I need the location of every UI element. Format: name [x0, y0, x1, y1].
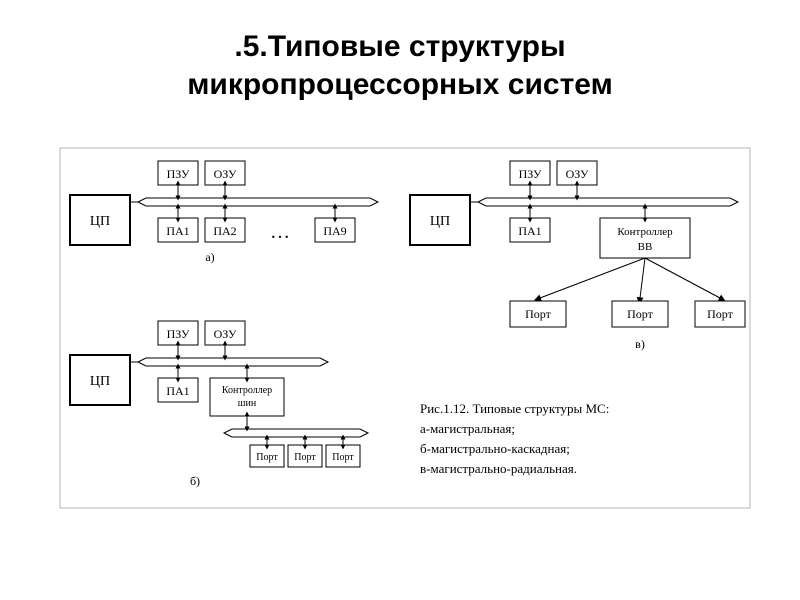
a-pa1: ПА1: [166, 224, 189, 238]
a-ozu: ОЗУ: [214, 167, 237, 181]
a-dots: …: [270, 221, 290, 243]
diagram-b: ЦП ПЗУ ОЗУ ПА1 Контроллер шин Пор: [70, 321, 368, 488]
v-pzu: ПЗУ: [519, 167, 542, 181]
b-ozu: ОЗУ: [214, 327, 237, 341]
b-cpu: ЦП: [90, 374, 110, 389]
title-line1: .5.Типовые структуры: [234, 30, 565, 63]
a-label: а): [205, 250, 214, 264]
v-cpu: ЦП: [430, 214, 450, 229]
diagram-v: ЦП ПЗУ ОЗУ ПА1 Контроллер ВВ Порт Порт: [410, 161, 745, 351]
b-port2: Порт: [294, 452, 316, 463]
diagrams-svg: ЦП ПЗУ ОЗУ ПА1 ПА2 … ПА9 а) ЦП: [0, 103, 800, 583]
figure-caption: Рис.1.12. Типовые структуры МС: а-магист…: [420, 401, 609, 476]
title-line2: микропроцессорных систем: [187, 68, 613, 101]
cap-l4: в-магистрально-радиальная.: [420, 461, 577, 476]
cap-l1: Рис.1.12. Типовые структуры МС:: [420, 401, 609, 416]
page-title: .5.Типовые структуры микропроцессорных с…: [0, 0, 800, 103]
a-pzu: ПЗУ: [167, 167, 190, 181]
b-pa1: ПА1: [166, 384, 189, 398]
v-port2: Порт: [627, 307, 654, 321]
v-ozu: ОЗУ: [566, 167, 589, 181]
v-pa1: ПА1: [518, 224, 541, 238]
a-cpu: ЦП: [90, 214, 110, 229]
v-label: в): [635, 337, 645, 351]
diagram-a: ЦП ПЗУ ОЗУ ПА1 ПА2 … ПА9 а): [70, 161, 378, 264]
cap-l3: б-магистрально-каскадная;: [420, 441, 570, 456]
v-port3: Порт: [707, 307, 734, 321]
a-pa2: ПА2: [213, 224, 236, 238]
a-pa9: ПА9: [323, 224, 346, 238]
b-label: б): [190, 474, 200, 488]
v-ctrl1: Контроллер: [617, 226, 673, 238]
b-port1: Порт: [256, 452, 278, 463]
v-ctrl2: ВВ: [638, 241, 653, 253]
v-port1: Порт: [525, 307, 552, 321]
b-ctrl1: Контроллер: [222, 385, 272, 396]
b-ctrl2: шин: [238, 398, 257, 409]
b-pzu: ПЗУ: [167, 327, 190, 341]
cap-l2: а-магистральная;: [420, 421, 515, 436]
b-port3: Порт: [332, 452, 354, 463]
